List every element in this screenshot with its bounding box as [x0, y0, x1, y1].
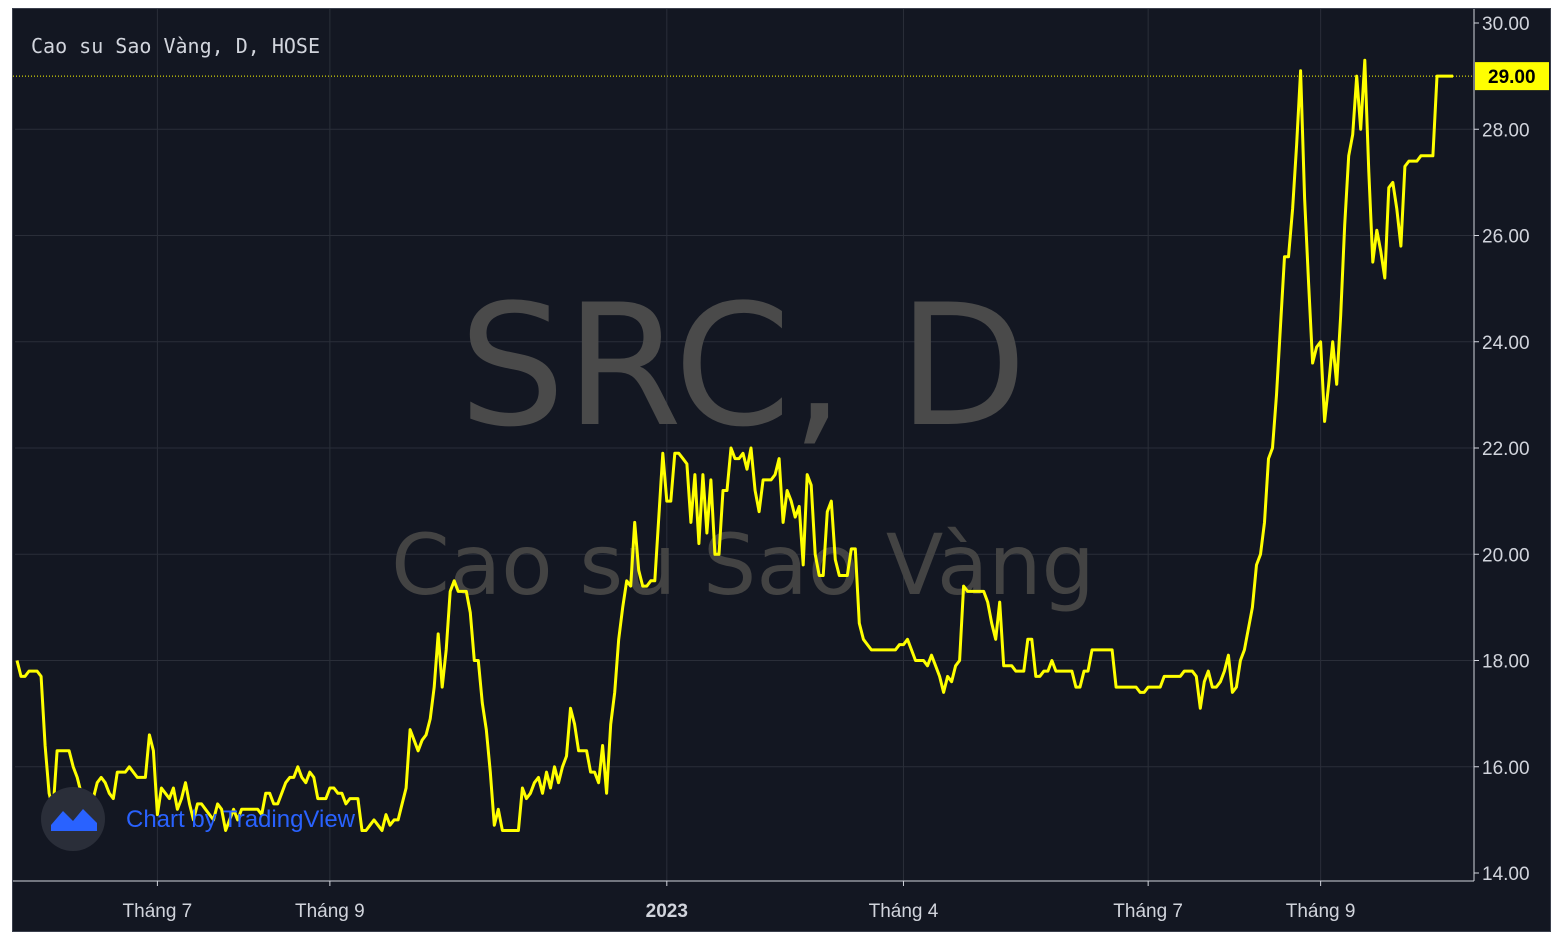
last-price-label: 29.00	[1475, 62, 1549, 91]
price-series-line[interactable]	[15, 58, 1453, 832]
watermark-name: Cao su Sao Vàng	[391, 516, 1095, 614]
last-price-text: 29.00	[1488, 67, 1536, 88]
y-tick-label: 28.00	[1482, 120, 1530, 141]
cloud-icon	[51, 809, 97, 831]
watermark: SRC, D Cao su Sao Vàng	[391, 268, 1095, 614]
chart-frame: SRC, D Cao su Sao Vàng Chart by TradingV…	[12, 8, 1551, 932]
y-tick-label: 24.00	[1482, 333, 1530, 354]
y-tick-label: 18.00	[1482, 652, 1530, 673]
y-tick-label: 14.00	[1482, 864, 1530, 885]
price-axis[interactable]: 30.00 28.00 26.00 24.00 22.00 20.00 18.00 16.00…	[1473, 9, 1530, 885]
x-tick-label: Tháng 4	[869, 901, 939, 922]
x-tick-label: Tháng 9	[1286, 901, 1356, 922]
y-tick-label: 20.00	[1482, 545, 1530, 566]
tradingview-branding[interactable]: Chart by TradingView	[41, 787, 356, 851]
tradingview-logo-icon	[41, 787, 105, 851]
watermark-symbol: SRC, D	[459, 268, 1027, 464]
y-tick-label: 26.00	[1482, 227, 1530, 248]
grid	[15, 9, 1474, 881]
chart-title: Cao su Sao Vàng, D, HOSE	[31, 34, 320, 58]
price-chart[interactable]: SRC, D Cao su Sao Vàng Chart by TradingV…	[13, 9, 1552, 933]
x-tick-label: 2023	[646, 901, 688, 922]
x-tick-label: Tháng 7	[123, 901, 193, 922]
y-tick-label: 22.00	[1482, 439, 1530, 460]
y-tick-label: 16.00	[1482, 758, 1530, 779]
x-tick-label: Tháng 9	[295, 901, 365, 922]
y-tick-label: 30.00	[1482, 14, 1530, 35]
time-axis[interactable]: Tháng 7 Tháng 9 2023 Tháng 4 Tháng 7 Tháng 9	[13, 880, 1474, 922]
brand-text: Chart by TradingView	[126, 806, 356, 833]
last-price-badge	[1475, 62, 1549, 91]
x-tick-label: Tháng 7	[1113, 901, 1183, 922]
